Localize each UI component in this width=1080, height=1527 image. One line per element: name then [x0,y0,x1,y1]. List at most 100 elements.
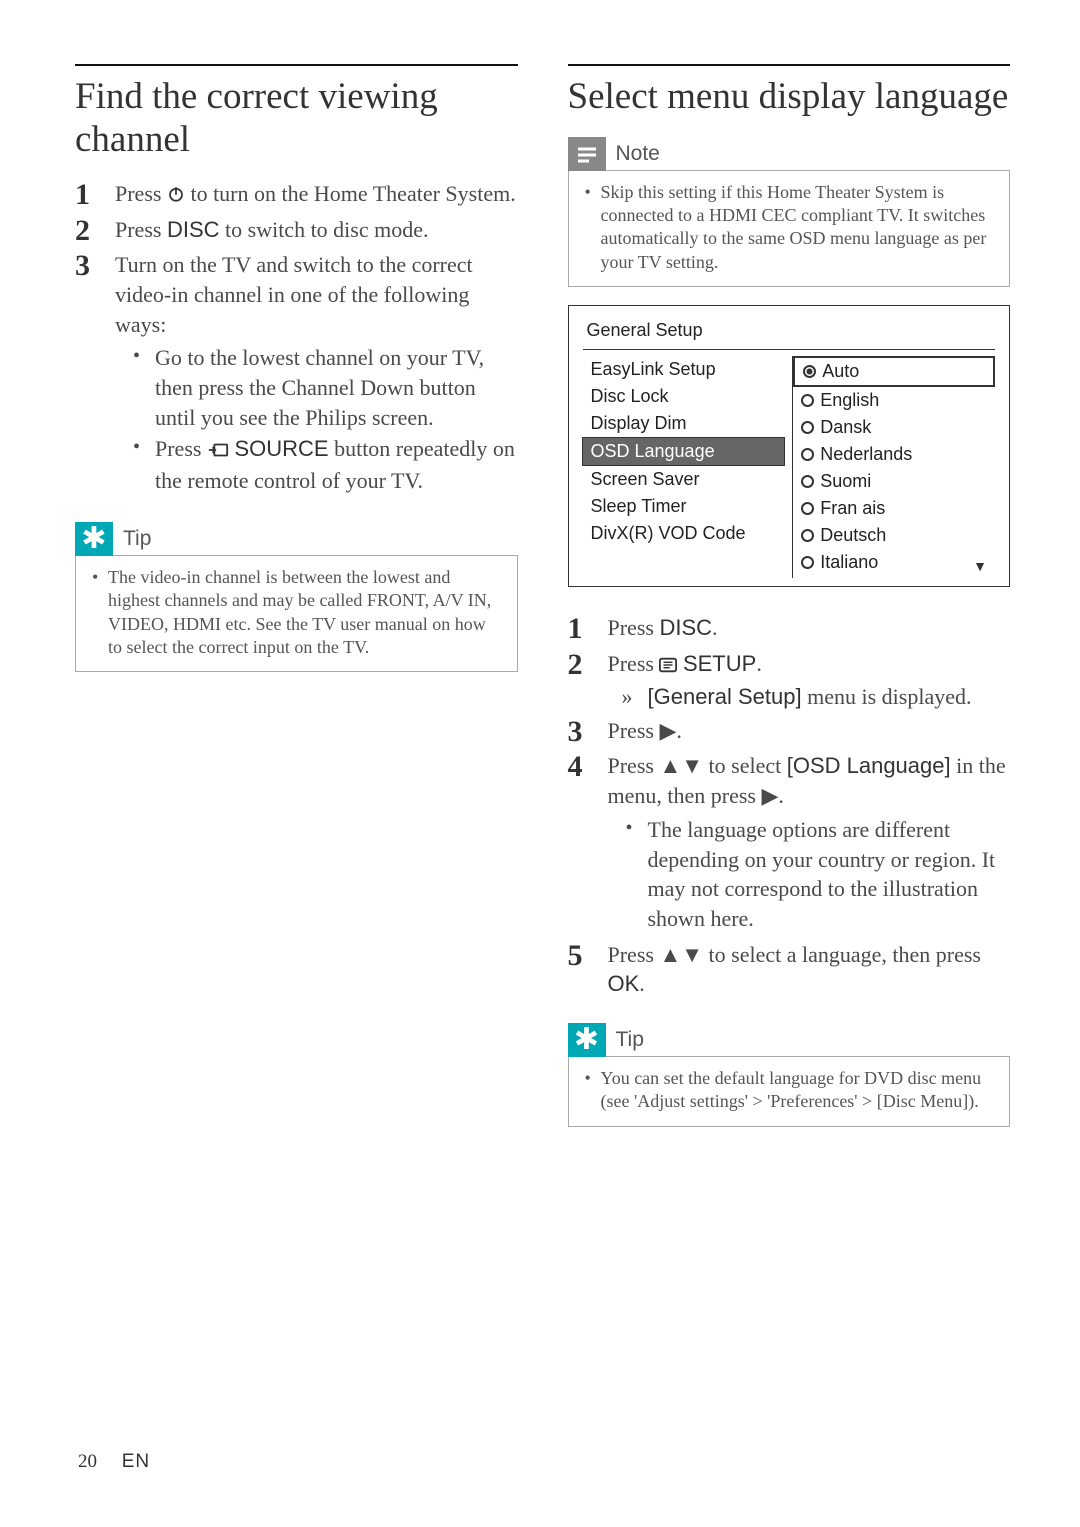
osd-right-item: English [793,387,995,414]
step-1: 1 Press DISC. [568,613,1011,645]
callout-box: You can set the default language for DVD… [568,1056,1011,1127]
option-label: English [820,390,879,411]
callout-box: Skip this setting if this Home Theater S… [568,170,1011,288]
scroll-down-icon: ▼ [973,558,987,574]
sub-list: Go to the lowest channel on your TV, the… [115,343,518,495]
osd-left-item: Sleep Timer [583,493,785,520]
step-number: 5 [568,940,608,972]
page-footer: 20 EN [78,1451,150,1473]
tip-icon: ✱ [568,1023,606,1057]
note-label: Note [616,142,660,166]
right-steps: 1 Press DISC. 2 Press SETUP. [General Se… [568,613,1011,999]
radio-icon [803,365,816,378]
step-body: Turn on the TV and switch to the correct… [115,250,518,498]
step-body: Press DISC to switch to disc mode. [115,215,518,245]
tip-callout: ✱ Tip You can set the default language f… [568,1023,1011,1127]
step-body: Press to turn on the Home Theater System… [115,179,518,211]
step-number: 3 [568,716,608,748]
tip-callout: ✱ Tip The video-in channel is between th… [75,522,518,673]
osd-right-item: Italiano [793,549,995,576]
option-label: Italiano [820,552,878,573]
option-label: Dansk [820,417,871,438]
tip-icon: ✱ [75,522,113,556]
option-label: Deutsch [820,525,886,546]
osd-left-item: OSD Language [582,437,786,466]
osd-right-item: Auto [793,356,995,387]
osd-right-item: Fran ais [793,495,995,522]
osd-left-item: Screen Saver [583,466,785,493]
step-3: 3 Turn on the TV and switch to the corre… [75,250,518,498]
left-title: Find the correct viewing channel [75,76,518,161]
step-number: 1 [75,179,115,211]
step-5: 5 Press ▲▼ to select a language, then pr… [568,940,1011,999]
osd-right-item: Suomi [793,468,995,495]
note-callout: Note Skip this setting if this Home Thea… [568,137,1011,288]
osd-right-item: Deutsch [793,522,995,549]
left-column: Find the correct viewing channel 1 Press… [75,64,518,1127]
step-number: 2 [75,215,115,247]
tip-text: The video-in channel is between the lowe… [90,566,503,660]
step-result: [General Setup] menu is displayed. [608,682,1011,712]
tip-label: Tip [123,527,151,551]
osd-right-item: Dansk [793,414,995,441]
option-label: Suomi [820,471,871,492]
osd-menu: General Setup EasyLink SetupDisc LockDis… [568,305,1011,587]
radio-icon [801,529,814,542]
sub-item: Go to the lowest channel on your TV, the… [115,343,518,432]
page-content: Find the correct viewing channel 1 Press… [0,0,1080,1127]
callout-header: Note [568,137,1011,171]
section-rule [75,64,518,66]
step-body: Press SETUP. [General Setup] menu is dis… [608,649,1011,712]
radio-icon [801,502,814,515]
osd-right-list: Auto English Dansk Nederlands Suomi Fran ais D… [792,356,995,578]
radio-icon [801,421,814,434]
step-body: Press DISC. [608,613,1011,643]
osd-title: General Setup [569,306,1010,349]
note-icon [568,137,606,171]
step-body: Press ▲▼ to select a language, then pres… [608,940,1011,999]
option-label: Nederlands [820,444,912,465]
step-number: 4 [568,751,608,783]
osd-left-item: Disc Lock [583,383,785,410]
callout-header: ✱ Tip [568,1023,1011,1057]
osd-left-list: EasyLink SetupDisc LockDisplay DimOSD La… [583,356,785,578]
note-text: Skip this setting if this Home Theater S… [583,181,996,275]
osd-right-item: Nederlands [793,441,995,468]
osd-left-item: DivX(R) VOD Code [583,520,785,547]
step-4: 4 Press ▲▼ to select [OSD Language] in t… [568,751,1011,935]
right-title: Select menu display language [568,76,1011,119]
radio-icon [801,448,814,461]
step-2: 2 Press SETUP. [General Setup] menu is d… [568,649,1011,712]
step-2: 2 Press DISC to switch to disc mode. [75,215,518,247]
page-number: 20 [78,1451,97,1472]
osd-left-item: EasyLink Setup [583,356,785,383]
radio-icon [801,556,814,569]
right-column: Select menu display language Note Skip t… [568,64,1011,1127]
page-lang: EN [122,1451,150,1472]
step-3: 3 Press ▶. [568,716,1011,748]
step-number: 2 [568,649,608,681]
radio-icon [801,475,814,488]
callout-box: The video-in channel is between the lowe… [75,555,518,673]
sub-item: The language options are different depen… [608,815,1011,934]
radio-icon [801,394,814,407]
tip-label: Tip [616,1028,644,1052]
power-icon [167,181,185,211]
step-body: Press ▲▼ to select [OSD Language] in the… [608,751,1011,935]
setup-icon [659,651,677,681]
option-label: Auto [822,361,859,382]
osd-body: EasyLink SetupDisc LockDisplay DimOSD La… [569,350,1010,586]
source-icon [207,436,229,466]
step-body: Press ▶. [608,716,1011,746]
callout-header: ✱ Tip [75,522,518,556]
left-steps: 1 Press to turn on the Home Theater Syst… [75,179,518,498]
option-label: Fran ais [820,498,885,519]
osd-left-item: Display Dim [583,410,785,437]
sub-list: The language options are different depen… [608,815,1011,934]
step-number: 1 [568,613,608,645]
tip-text: You can set the default language for DVD… [583,1067,996,1114]
step-number: 3 [75,250,115,282]
sub-item: Press SOURCE button repeatedly on the re… [115,434,518,495]
step-1: 1 Press to turn on the Home Theater Syst… [75,179,518,211]
section-rule [568,64,1011,66]
